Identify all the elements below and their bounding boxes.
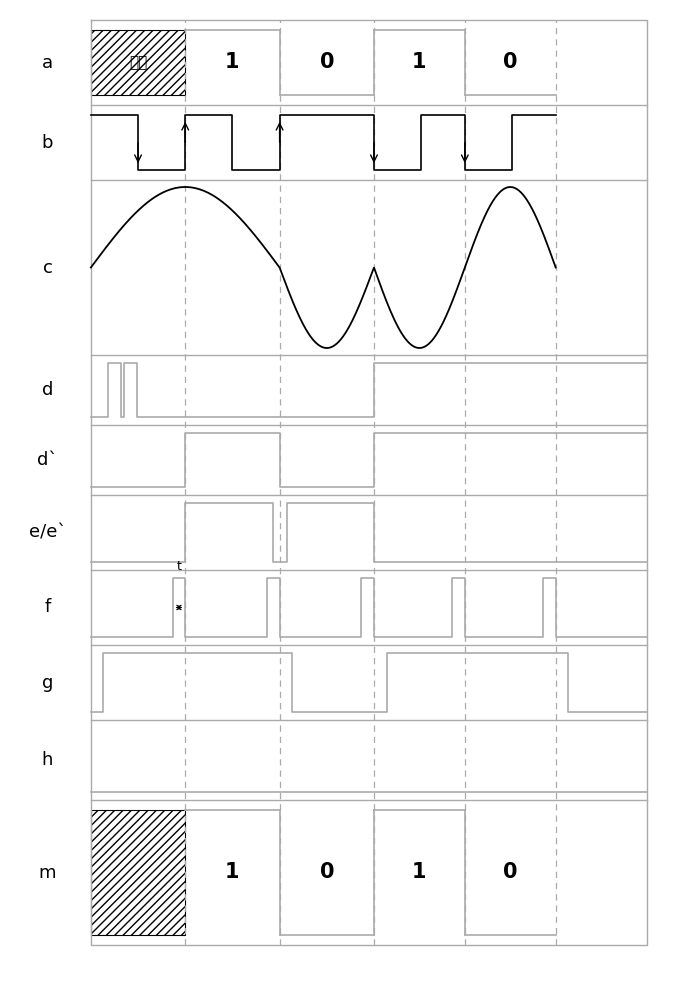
Text: 0: 0: [503, 862, 517, 882]
Text: 1: 1: [412, 862, 426, 882]
Text: b: b: [42, 134, 53, 152]
Text: f: f: [45, 598, 50, 616]
Text: 参考: 参考: [129, 55, 147, 70]
Text: m: m: [38, 863, 57, 882]
Text: e/e`: e/e`: [29, 524, 66, 542]
Text: g: g: [42, 674, 53, 692]
Text: 0: 0: [319, 862, 334, 882]
Bar: [91, 30, 185, 95]
Text: d: d: [42, 381, 53, 399]
Text: t: t: [177, 560, 181, 573]
Text: 1: 1: [225, 52, 240, 73]
Text: h: h: [42, 751, 53, 769]
Text: 0: 0: [503, 52, 517, 73]
Text: d`: d`: [37, 451, 58, 469]
Text: 1: 1: [225, 862, 240, 882]
Bar: [91, 810, 185, 935]
Text: 0: 0: [319, 52, 334, 73]
Text: c: c: [43, 259, 52, 277]
Text: 1: 1: [412, 52, 426, 73]
Text: a: a: [42, 53, 53, 72]
